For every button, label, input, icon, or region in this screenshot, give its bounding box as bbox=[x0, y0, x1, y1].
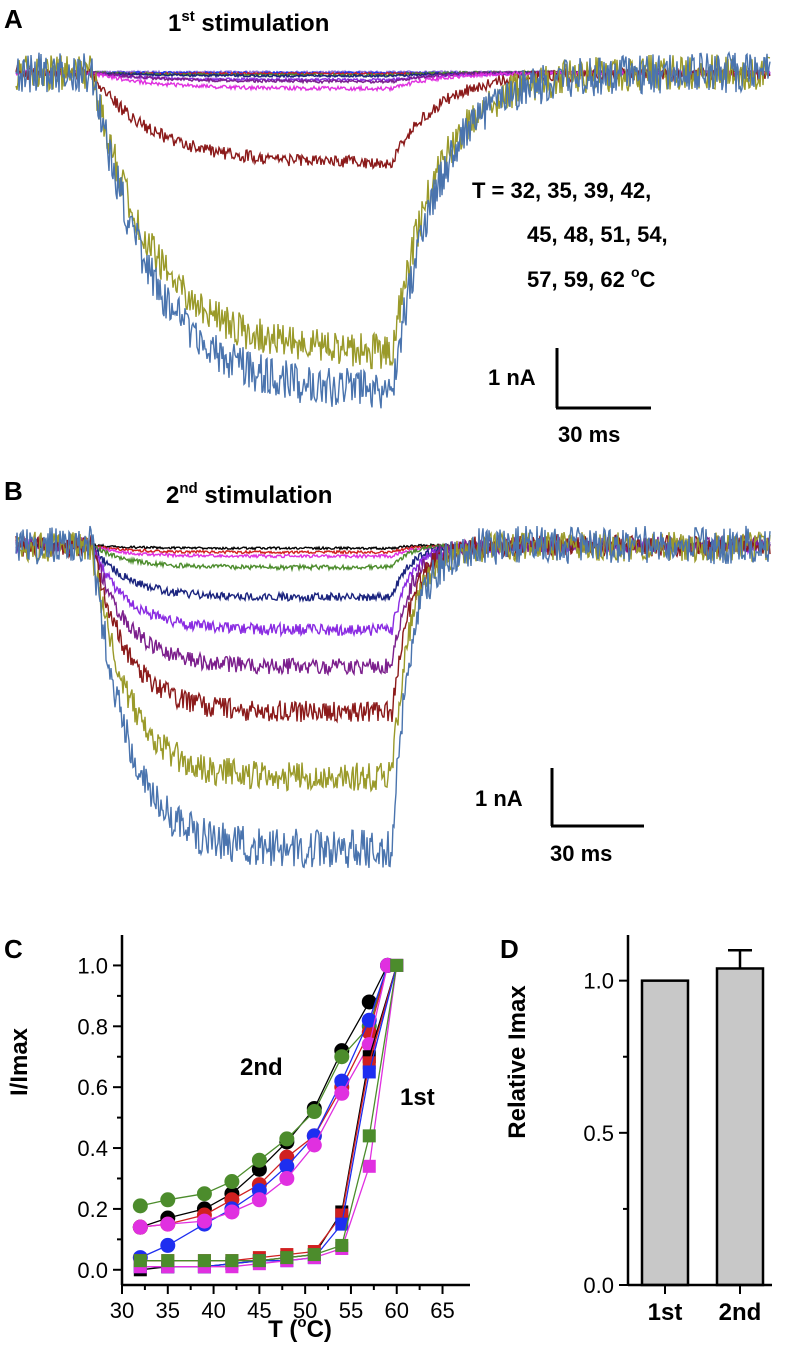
panel-a-scale-current: 1 nA bbox=[488, 365, 536, 390]
panel-b-scale-time: 30 ms bbox=[550, 841, 612, 866]
panel-c-point-2nd bbox=[224, 1174, 240, 1190]
panel-d-xtick-label: 2nd bbox=[719, 1299, 762, 1326]
panel-c-point-2nd bbox=[361, 994, 377, 1010]
panel-d: D 1st 2nd 0.0 0.5 1.0 Relative Imax bbox=[500, 934, 772, 1326]
panel-a-traces bbox=[15, 51, 771, 409]
panel-a-trace-62 bbox=[15, 51, 771, 409]
panel-c-series-line-1st bbox=[140, 965, 398, 1262]
panel-c-annot-1st: 1st bbox=[400, 1084, 435, 1111]
panel-d-ytick-label: 1.0 bbox=[583, 969, 614, 994]
panel-c-point-1st bbox=[252, 1254, 266, 1268]
panel-c-point-2nd bbox=[279, 1131, 295, 1147]
panel-c-point-2nd bbox=[306, 1137, 322, 1153]
panel-c-xlabel: T (oC) bbox=[268, 1314, 332, 1343]
panel-c-xtick-label: 50 bbox=[293, 1298, 317, 1323]
panel-c-point-1st bbox=[307, 1248, 321, 1262]
panel-c-point-2nd bbox=[160, 1192, 176, 1208]
panel-c-point-1st bbox=[390, 958, 404, 972]
panel-c-axes: 30 35 40 45 50 55 60 65 0.0 0.2 0.4 0.6 0.8 1.0 bbox=[77, 935, 470, 1323]
panel-c-xtick-label: 35 bbox=[156, 1298, 180, 1323]
panel-c-xtick-label: 60 bbox=[384, 1298, 408, 1323]
panel-c-series-line-1st bbox=[140, 965, 398, 1262]
panel-c-point-2nd bbox=[251, 1192, 267, 1208]
panel-c-xtick-label: 55 bbox=[339, 1298, 363, 1323]
panel-d-xtick-label: 1st bbox=[648, 1299, 683, 1326]
panel-c-ylabel: I/Imax bbox=[6, 1027, 33, 1096]
panel-c-ytick-label: 0.8 bbox=[77, 1014, 108, 1039]
panel-c-point-1st bbox=[197, 1254, 211, 1268]
panel-c-point-2nd bbox=[306, 1104, 322, 1120]
panel-c-point-2nd bbox=[334, 1073, 350, 1089]
panel-c-letter: C bbox=[4, 934, 23, 964]
panel-c-series bbox=[132, 957, 404, 1277]
panel-a-temps-line2: 45, 48, 51, 54, bbox=[527, 222, 668, 247]
panel-c-ytick-label: 1.0 bbox=[77, 953, 108, 978]
panel-b-scale-current: 1 nA bbox=[475, 786, 523, 811]
panel-b: B 2nd stimulation 1 nA 30 ms bbox=[4, 476, 771, 869]
panel-c-point-2nd bbox=[279, 1158, 295, 1174]
panel-c-ytick-label: 0.6 bbox=[77, 1075, 108, 1100]
panel-c-series-line-2nd bbox=[140, 965, 389, 1228]
panel-a-title: 1st stimulation bbox=[168, 8, 329, 37]
panel-c-point-1st bbox=[280, 1251, 294, 1265]
panel-c-point-1st bbox=[362, 1129, 376, 1143]
panel-b-trace-59 bbox=[15, 525, 771, 869]
panel-c-point-2nd bbox=[196, 1186, 212, 1202]
panel-a-letter: A bbox=[4, 4, 23, 34]
panel-c-point-1st bbox=[335, 1238, 349, 1252]
panel-d-ylabel: Relative Imax bbox=[504, 985, 531, 1139]
panel-c-point-2nd bbox=[361, 1012, 377, 1028]
panel-b-letter: B bbox=[4, 476, 23, 506]
panel-a: A 1st stimulation T = 32, 35, 39, 42, 45… bbox=[4, 4, 771, 447]
panel-c-point-1st bbox=[133, 1254, 147, 1268]
panel-a-scale-time: 30 ms bbox=[558, 422, 620, 447]
panel-b-trace-48 bbox=[15, 537, 771, 638]
panel-c-ytick-label: 0.4 bbox=[77, 1136, 108, 1161]
panel-c-point-1st bbox=[225, 1254, 239, 1268]
panel-c-point-1st bbox=[161, 1254, 175, 1268]
panel-a-temps-line1: T = 32, 35, 39, 42, bbox=[472, 178, 651, 203]
panel-c-series-line-1st bbox=[140, 965, 398, 1268]
panel-c-xtick-label: 30 bbox=[110, 1298, 134, 1323]
panel-c-point-2nd bbox=[251, 1152, 267, 1168]
panel-a-scalebar: 1 nA 30 ms bbox=[488, 348, 651, 447]
panel-c-point-2nd bbox=[334, 1049, 350, 1065]
panel-c-point-2nd bbox=[224, 1204, 240, 1220]
panel-b-traces bbox=[15, 525, 771, 869]
panel-c-point-1st bbox=[362, 1159, 376, 1173]
panel-b-scalebar: 1 nA 30 ms bbox=[475, 768, 644, 866]
panel-b-title: 2nd stimulation bbox=[166, 480, 332, 509]
panel-c-series-line-2nd bbox=[140, 965, 389, 1228]
panel-c-point-1st bbox=[362, 1065, 376, 1079]
panel-d-bar-1st bbox=[640, 979, 690, 1287]
panel-c-point-1st bbox=[335, 1217, 349, 1231]
panel-d-ytick-label: 0.0 bbox=[583, 1273, 614, 1298]
panel-c: C 30 35 40 45 50 55 60 65 0.0 0.2 0.4 0.6 0.8 1.0 I/I… bbox=[4, 934, 470, 1343]
panel-c-annot-2nd: 2nd bbox=[240, 1054, 283, 1081]
panel-b-trace-57 bbox=[15, 531, 771, 793]
panel-a-trace-59 bbox=[15, 54, 771, 370]
panel-d-letter: D bbox=[500, 934, 519, 964]
panel-a-temps-line3: 57, 59, 62 oC bbox=[527, 264, 656, 292]
panel-c-point-2nd bbox=[160, 1237, 176, 1253]
panel-c-point-2nd bbox=[196, 1213, 212, 1229]
panel-c-point-2nd bbox=[132, 1219, 148, 1235]
panel-c-point-2nd bbox=[279, 1170, 295, 1186]
panel-d-ytick-label: 0.5 bbox=[583, 1121, 614, 1146]
panel-c-xtick-label: 40 bbox=[201, 1298, 225, 1323]
panel-c-xtick-label: 65 bbox=[430, 1298, 454, 1323]
panel-c-ytick-label: 0.2 bbox=[77, 1197, 108, 1222]
panel-c-series-line-2nd bbox=[140, 965, 389, 1228]
panel-d-bar-2nd bbox=[715, 967, 765, 1287]
panel-c-point-2nd bbox=[334, 1085, 350, 1101]
panel-c-point-2nd bbox=[132, 1198, 148, 1214]
panel-c-ytick-label: 0.0 bbox=[77, 1258, 108, 1283]
panel-c-point-2nd bbox=[160, 1216, 176, 1232]
panel-d-axes: 1st 2nd 0.0 0.5 1.0 bbox=[583, 935, 772, 1326]
panel-c-series-line-1st bbox=[140, 965, 398, 1271]
panel-c-series-line-2nd bbox=[140, 965, 389, 1259]
panel-c-series-line-2nd bbox=[140, 965, 389, 1207]
panel-c-xtick-label: 45 bbox=[247, 1298, 271, 1323]
